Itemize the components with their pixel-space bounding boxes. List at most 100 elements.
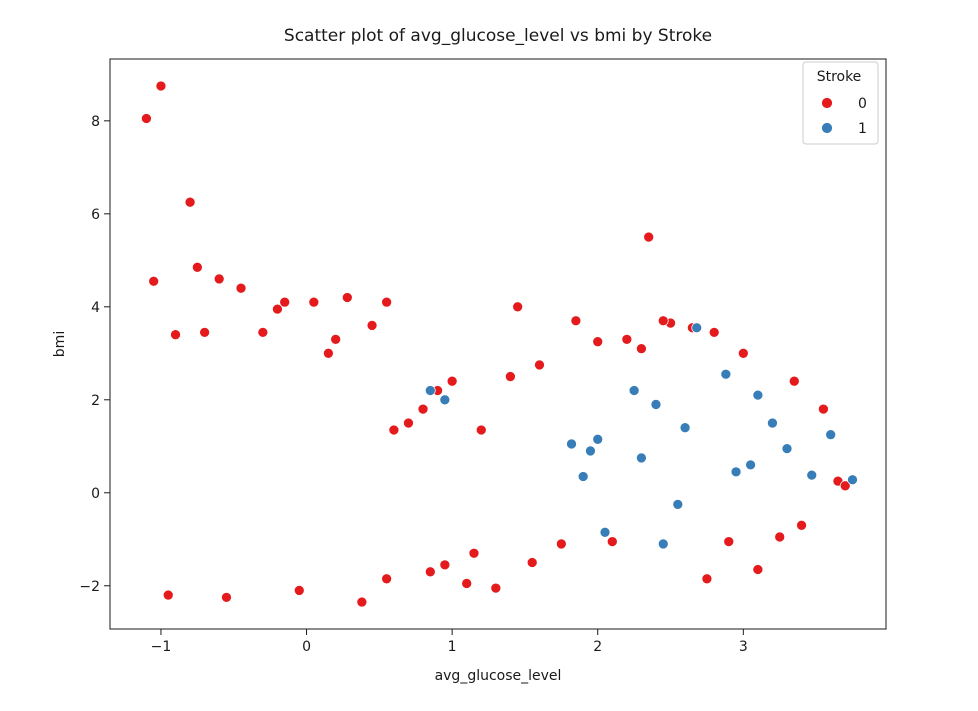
- point-stroke-0: [155, 80, 167, 92]
- y-tick-label: 4: [91, 300, 100, 316]
- point-stroke-1: [691, 322, 703, 334]
- point-stroke-0: [468, 547, 480, 559]
- y-tick-label: 0: [91, 486, 100, 502]
- point-stroke-0: [708, 327, 720, 338]
- point-stroke-0: [221, 592, 232, 603]
- point-stroke-0: [141, 113, 152, 124]
- point-stroke-1: [566, 438, 577, 450]
- legend-box: [802, 61, 879, 145]
- point-stroke-0: [213, 273, 225, 285]
- x-tick-label: −1: [151, 639, 172, 655]
- point-stroke-1: [825, 429, 837, 441]
- legend-marker-1: [821, 122, 833, 134]
- point-stroke-0: [235, 282, 247, 294]
- x-axis: −1 0 1 2 3: [151, 629, 748, 655]
- legend-label-0: 0: [858, 96, 867, 112]
- point-stroke-0: [475, 424, 487, 436]
- point-stroke-0: [192, 261, 203, 273]
- legend-title: Stroke: [817, 69, 862, 85]
- point-stroke-0: [512, 301, 524, 313]
- point-stroke-0: [723, 536, 735, 547]
- y-tick-label: −2: [79, 579, 100, 595]
- point-stroke-0: [388, 424, 400, 436]
- point-stroke-1: [720, 368, 732, 380]
- point-stroke-0: [148, 275, 160, 287]
- point-stroke-0: [199, 327, 210, 338]
- point-stroke-0: [341, 292, 353, 303]
- point-stroke-0: [439, 559, 451, 571]
- point-stroke-0: [257, 327, 269, 338]
- point-stroke-0: [643, 231, 655, 243]
- point-stroke-0: [381, 296, 392, 308]
- point-stroke-0: [570, 315, 582, 327]
- point-stroke-1: [439, 394, 451, 406]
- chart-title: Scatter plot of avg_glucose_level vs bmi…: [284, 26, 712, 46]
- point-stroke-0: [184, 196, 196, 208]
- point-stroke-1: [752, 389, 764, 401]
- y-tick-label: 2: [91, 393, 100, 409]
- point-stroke-0: [323, 347, 334, 359]
- legend-label-1: 1: [858, 121, 867, 137]
- x-tick-label: 1: [448, 639, 457, 655]
- point-stroke-1: [679, 422, 691, 434]
- point-stroke-0: [308, 296, 320, 308]
- point-stroke-0: [461, 578, 473, 589]
- point-stroke-0: [737, 347, 749, 359]
- point-stroke-0: [657, 315, 669, 327]
- y-tick-label: 6: [91, 207, 100, 223]
- point-stroke-1: [745, 459, 756, 471]
- point-stroke-0: [279, 296, 291, 308]
- y-tick-label: 8: [91, 114, 100, 130]
- point-stroke-1: [424, 385, 436, 396]
- point-stroke-1: [628, 385, 640, 396]
- point-stroke-0: [424, 566, 436, 578]
- legend: Stroke 0 1: [802, 61, 879, 145]
- legend-marker-0: [821, 97, 833, 109]
- point-stroke-0: [774, 531, 786, 543]
- plot-frame: [109, 58, 887, 630]
- point-stroke-1: [585, 445, 596, 457]
- point-stroke-0: [272, 303, 283, 315]
- point-stroke-0: [796, 519, 807, 531]
- point-stroke-1: [636, 452, 647, 464]
- point-stroke-0: [839, 480, 851, 492]
- point-stroke-1: [599, 526, 611, 538]
- point-stroke-1: [592, 433, 604, 445]
- point-stroke-0: [621, 334, 633, 345]
- point-stroke-0: [162, 589, 174, 601]
- x-tick-label: 0: [302, 639, 311, 655]
- point-stroke-1: [672, 499, 684, 510]
- point-stroke-1: [806, 469, 818, 481]
- point-stroke-0: [788, 375, 800, 387]
- point-stroke-0: [293, 585, 305, 596]
- point-stroke-0: [403, 417, 414, 429]
- point-stroke-1: [650, 399, 662, 410]
- point-stroke-0: [592, 336, 604, 348]
- point-stroke-0: [534, 359, 545, 371]
- point-stroke-1: [577, 471, 589, 482]
- point-stroke-1: [730, 466, 742, 478]
- y-axis: −2 0 2 4 6 8: [79, 114, 110, 595]
- points-layer: [141, 80, 858, 608]
- point-stroke-0: [366, 320, 378, 331]
- x-axis-label: avg_glucose_level: [435, 668, 562, 684]
- point-stroke-0: [701, 573, 713, 585]
- point-stroke-0: [636, 343, 647, 354]
- point-stroke-1: [847, 474, 858, 486]
- point-stroke-0: [417, 403, 429, 415]
- point-stroke-0: [505, 371, 516, 382]
- point-stroke-0: [606, 536, 618, 547]
- point-stroke-0: [170, 329, 181, 341]
- point-stroke-0: [526, 557, 538, 568]
- point-stroke-1: [657, 538, 669, 550]
- x-tick-label: 3: [739, 639, 748, 655]
- x-tick-label: 2: [593, 639, 602, 655]
- point-stroke-1: [767, 417, 778, 429]
- point-stroke-0: [356, 596, 368, 608]
- point-stroke-0: [752, 564, 764, 575]
- point-stroke-0: [555, 538, 567, 550]
- point-stroke-1: [781, 443, 793, 454]
- y-axis-label: bmi: [52, 331, 68, 357]
